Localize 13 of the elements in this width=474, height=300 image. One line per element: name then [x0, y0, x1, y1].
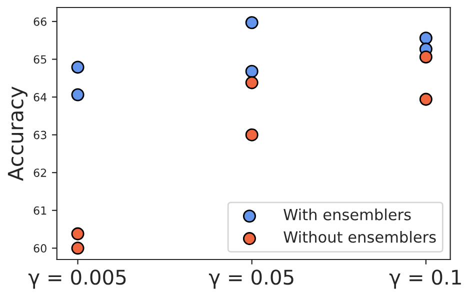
y-tick-label: 62: [34, 168, 46, 177]
y-tick-label: 63: [34, 130, 46, 140]
y-tick-label: 60: [34, 244, 46, 253]
y-tick-label: 65: [34, 55, 46, 64]
y-tick-label: 61: [34, 206, 46, 215]
x-tick-label: γ = 0.1: [389, 270, 461, 289]
legend-label: With ensemblers: [284, 208, 411, 220]
legend-label: Without ensemblers: [284, 230, 436, 243]
x-tick-label: γ = 0.05: [208, 270, 294, 289]
y-tick-label: 64: [34, 93, 47, 102]
x-tick-label: γ = 0.005: [28, 270, 126, 289]
y-tick-label: 66: [34, 17, 46, 26]
y-axis-title: Accuracy: [8, 86, 28, 181]
